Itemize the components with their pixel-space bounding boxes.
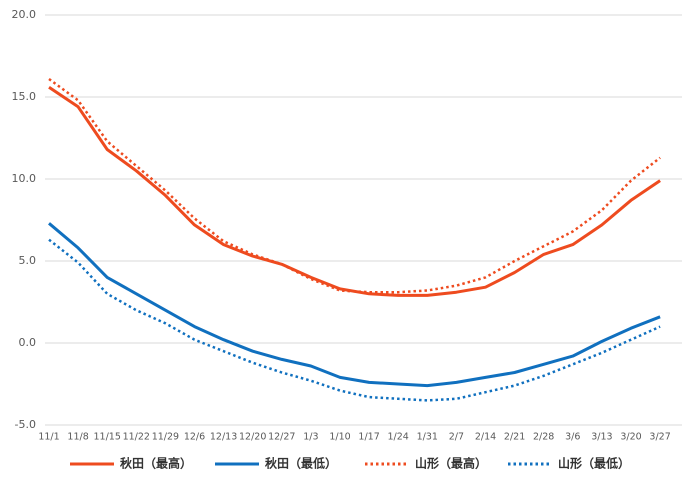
legend-label: 秋田（最低） [265, 456, 337, 471]
x-tick-label: 1/3 [303, 432, 318, 443]
x-tick-label: 2/28 [533, 432, 554, 443]
y-tick-label: -5.0 [15, 418, 36, 431]
x-tick-label: 12/27 [268, 432, 295, 443]
series-line [48, 238, 661, 402]
x-tick-label: 3/20 [620, 432, 641, 443]
x-tick-label: 12/20 [239, 432, 266, 443]
x-tick-label: 1/24 [388, 432, 409, 443]
x-tick-label: 2/14 [475, 432, 496, 443]
x-tick-label: 11/29 [152, 432, 179, 443]
series-line [48, 85, 661, 297]
y-tick-label: 10.0 [12, 172, 37, 185]
x-tick-label: 12/13 [210, 432, 237, 443]
x-tick-label: 12/6 [184, 432, 205, 443]
x-tick-label: 11/22 [123, 432, 150, 443]
series-line [48, 222, 661, 388]
legend-label: 山形（最低） [558, 456, 630, 471]
x-tick-label: 1/17 [358, 432, 379, 443]
x-tick-label: 2/21 [504, 432, 525, 443]
y-tick-label: 20.0 [12, 8, 37, 21]
y-tick-label: 15.0 [12, 90, 37, 103]
legend-label: 山形（最高） [415, 456, 487, 471]
x-tick-label: 11/8 [67, 432, 88, 443]
x-tick-label: 3/13 [591, 432, 612, 443]
y-tick-label: 0.0 [19, 336, 37, 349]
x-tick-label: 11/15 [94, 432, 121, 443]
x-tick-label: 1/10 [329, 432, 350, 443]
x-tick-label: 2/7 [449, 432, 464, 443]
y-tick-label: 5.0 [19, 254, 37, 267]
x-tick-label: 3/6 [565, 432, 580, 443]
x-tick-label: 11/1 [38, 432, 59, 443]
x-tick-label: 1/31 [417, 432, 438, 443]
legend-label: 秋田（最高） [120, 456, 192, 471]
series-line [48, 77, 661, 294]
x-tick-label: 3/27 [649, 432, 670, 443]
